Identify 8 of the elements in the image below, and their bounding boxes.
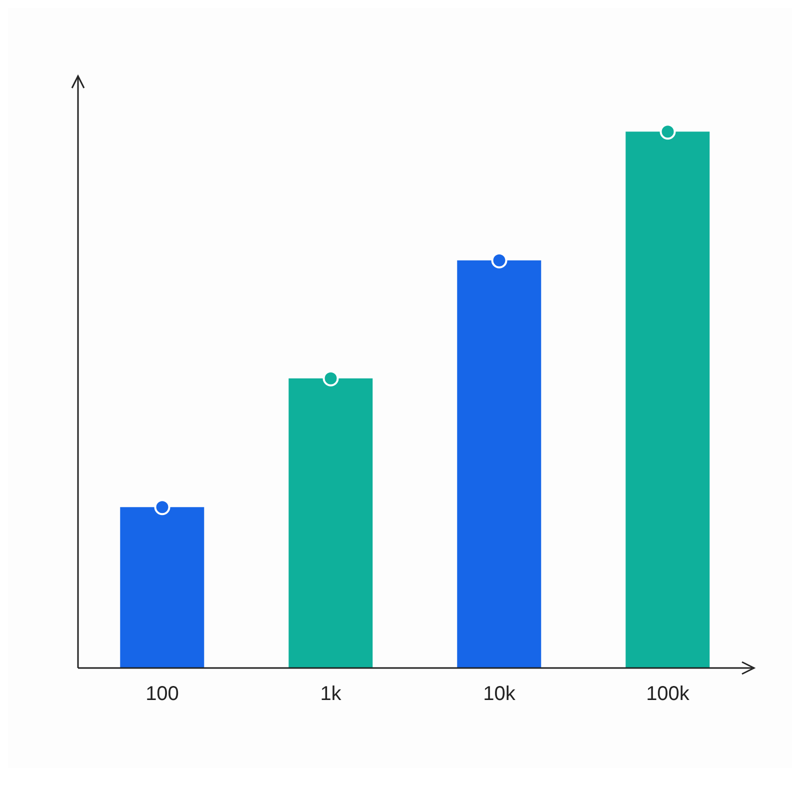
x-tick-label: 100 bbox=[146, 683, 179, 706]
point bbox=[322, 370, 339, 386]
x-tick-label: 100k bbox=[646, 683, 690, 706]
point bbox=[660, 124, 676, 140]
point bbox=[154, 499, 170, 516]
x-tick-label: 1k bbox=[320, 683, 342, 706]
point bbox=[491, 252, 508, 268]
x-tick-label: 10k bbox=[483, 683, 516, 706]
